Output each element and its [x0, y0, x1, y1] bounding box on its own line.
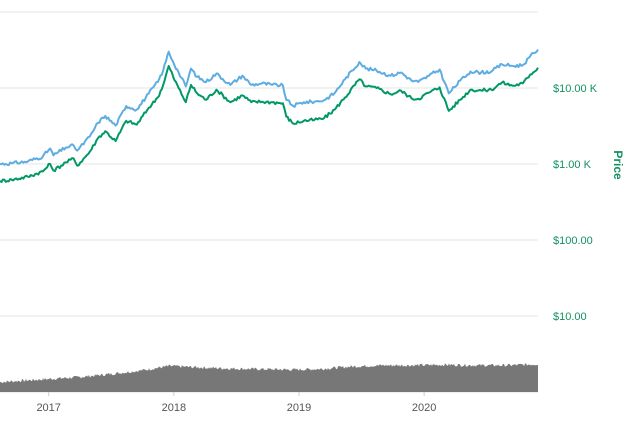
series-line-2	[0, 65, 539, 183]
x-tick-labels: 2017 2018 2019 2020	[36, 392, 436, 414]
y-tick-labels: $10.00 $100.00 $1.00 K $10.00 K	[553, 83, 598, 323]
volume-area	[0, 363, 538, 392]
series-layer	[0, 49, 539, 183]
y-axis-label: Price	[611, 150, 625, 180]
y-tick-label: $1.00 K	[553, 159, 592, 171]
x-tick-label: 2017	[36, 402, 60, 414]
x-tick-label: 2019	[287, 402, 311, 414]
y-tick-label: $100.00	[553, 235, 593, 247]
grid-layer	[0, 11, 538, 393]
x-tick-label: 2018	[162, 402, 186, 414]
x-tick-label: 2020	[412, 402, 436, 414]
y-tick-label: $10.00 K	[553, 83, 598, 95]
volume-layer	[0, 363, 538, 392]
y-tick-label: $10.00	[553, 311, 587, 323]
series-line-1	[0, 49, 539, 167]
